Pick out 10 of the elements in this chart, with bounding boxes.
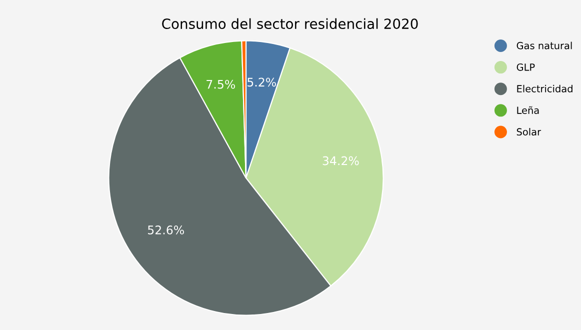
- data-label: 52.6%: [148, 225, 184, 234]
- chart-title: Consumo del sector residencial 2020: [162, 18, 418, 30]
- legend-label: Leña: [517, 106, 539, 114]
- legend-label: GLP: [516, 63, 535, 71]
- legend-label: Solar: [516, 128, 542, 136]
- data-label: 5.2%: [248, 78, 276, 87]
- data-label: 7.5%: [206, 80, 235, 89]
- data-label: 34.2%: [322, 156, 359, 166]
- legend-label: Electricidad: [517, 84, 572, 92]
- legend-label: Gas natural: [516, 42, 572, 50]
